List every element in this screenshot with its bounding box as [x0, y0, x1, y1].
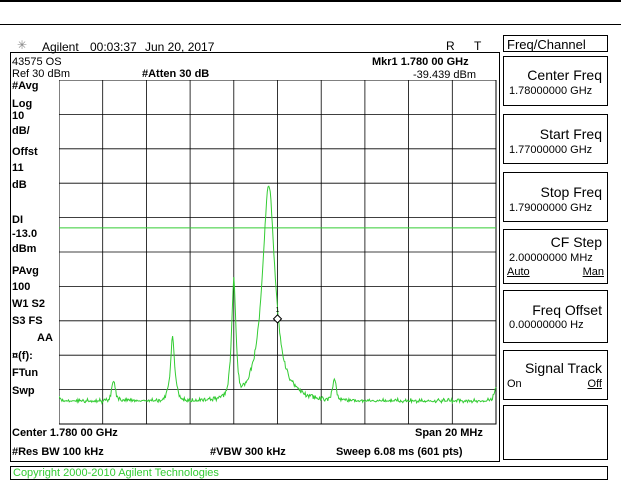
center-freq-value: 1.78000000 GHz [509, 85, 593, 97]
ref-level: Ref 30 dBm [12, 68, 71, 80]
copyright-footer: Copyright 2000-2010 Agilent Technologies [10, 466, 608, 480]
left-label: 100 [12, 281, 31, 293]
left-label: -13.0 [12, 228, 38, 240]
left-label: PAvg [12, 265, 39, 277]
stop-freq-value: 1.79000000 GHz [509, 202, 593, 214]
brand-label: Agilent [42, 40, 79, 54]
marker-diamond-icon [272, 314, 283, 324]
left-label: Offst [12, 146, 38, 158]
left-label: 11 [12, 162, 24, 174]
cf-step-softkey[interactable]: CF Step 2.00000000 MHz Auto Man [503, 229, 608, 284]
trigger-indicator: T [474, 39, 482, 53]
top-rule [0, 0, 621, 2]
sweep-time: Sweep 6.08 ms (601 pts) [336, 446, 463, 458]
left-label: dB [12, 179, 27, 191]
center-freq-label: Center Freq [527, 67, 602, 83]
remote-indicator: R [446, 39, 455, 53]
left-label: W1 S2 [12, 298, 46, 310]
signal-track-label: Signal Track [524, 360, 602, 376]
start-freq-softkey[interactable]: Start Freq 1.77000000 GHz [503, 114, 608, 164]
left-label: #Avg [12, 80, 39, 92]
center-freq-softkey[interactable]: Center Freq 1.78000000 GHz [503, 56, 608, 106]
left-label: Swp [12, 385, 35, 397]
marker-number: 1 [276, 307, 280, 314]
cf-step-value: 2.00000000 MHz [509, 252, 593, 264]
freq-offset-label: Freq Offset [532, 302, 602, 318]
cf-step-man-option[interactable]: Man [582, 266, 604, 278]
cf-step-auto-option[interactable]: Auto [507, 266, 530, 278]
blank-softkey[interactable] [503, 405, 608, 460]
resolution-bandwidth: #Res BW 100 kHz [12, 446, 104, 458]
asterisk-icon: ✳ [17, 38, 28, 52]
clock-time: 00:03:37 [90, 40, 137, 54]
left-label: ¤(f): [12, 350, 33, 362]
left-label: S3 FS [12, 315, 43, 327]
stop-freq-softkey[interactable]: Stop Freq 1.79000000 GHz [503, 172, 608, 222]
signal-track-off-option[interactable]: Off [587, 378, 602, 390]
marker-amplitude: -39.439 dBm [413, 69, 476, 81]
start-freq-label: Start Freq [539, 126, 602, 142]
freq-offset-value: 0.00000000 Hz [509, 319, 584, 331]
start-freq-value: 1.77000000 GHz [509, 144, 593, 156]
left-label: AA [37, 332, 53, 344]
clock-date: Jun 20, 2017 [145, 40, 215, 54]
menu-title: Freq/Channel [503, 35, 608, 52]
left-label: dBm [12, 243, 37, 255]
marker-1: 1 [272, 307, 283, 324]
video-bandwidth: #VBW 300 kHz [210, 446, 286, 458]
left-label: dB/ [12, 125, 30, 137]
measurement-screen [10, 52, 500, 462]
graticule-grid [59, 80, 496, 424]
marker-readout: Mkr1 1.780 00 GHz [372, 56, 469, 68]
stop-freq-label: Stop Freq [540, 184, 602, 200]
left-label: 10 [12, 110, 25, 122]
model-label: 43575 OS [12, 56, 62, 68]
left-label: DI [12, 214, 23, 226]
left-label: FTun [12, 367, 39, 379]
header-rule [0, 24, 621, 25]
center-frequency: Center 1.780 00 GHz [12, 427, 118, 439]
left-label: Log [12, 98, 33, 110]
freq-offset-softkey[interactable]: Freq Offset 0.00000000 Hz [503, 290, 608, 343]
spectrum-plot: 1 [59, 80, 497, 425]
attenuation: #Atten 30 dB [142, 68, 210, 80]
signal-track-softkey[interactable]: Signal Track On Off [503, 350, 608, 400]
spectrum-trace [59, 185, 497, 406]
span: Span 20 MHz [415, 427, 483, 439]
cf-step-label: CF Step [550, 234, 602, 250]
signal-track-on-option[interactable]: On [507, 378, 522, 390]
